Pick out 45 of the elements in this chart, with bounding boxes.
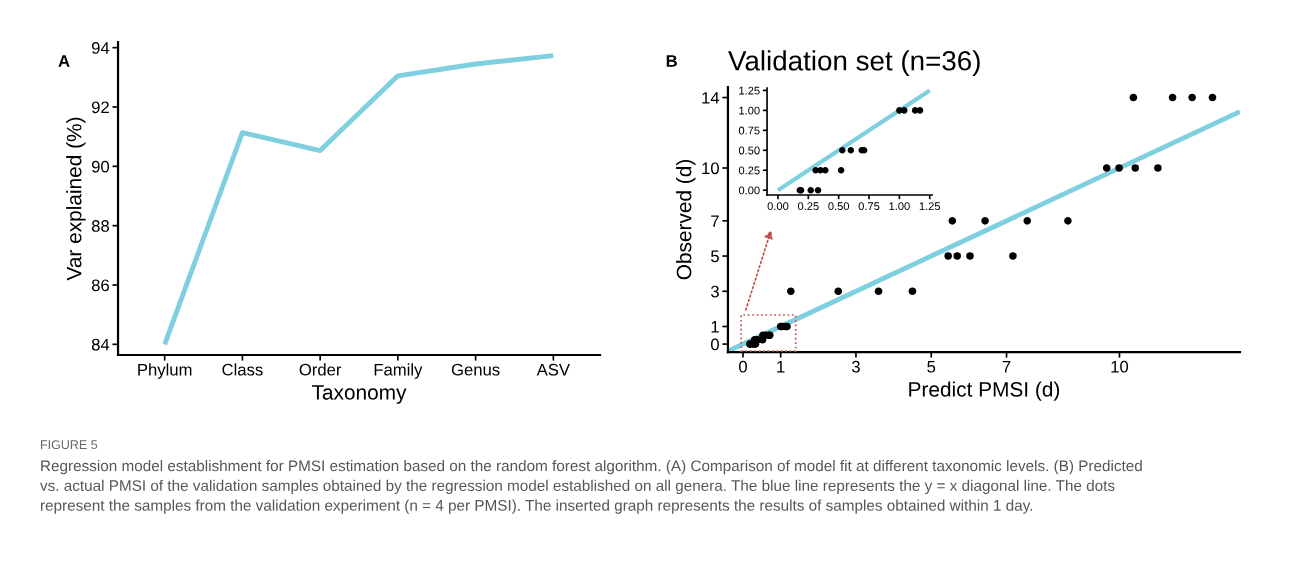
y-tick-label: 0.75	[738, 126, 760, 135]
x-tick-label: 0.75	[858, 202, 880, 211]
x-tick-label: 5	[927, 360, 936, 373]
y-tick-label: 1.25	[739, 86, 760, 95]
y-tick-label: 90	[91, 160, 110, 173]
x-tick-label: 1	[777, 360, 785, 373]
x-tick-label: Class	[222, 363, 263, 376]
y-tick-label: 3	[710, 285, 719, 298]
x-tick-label: 0.50	[828, 202, 850, 211]
text: Regression model establishment for PMSI estimation based on the random forest algorithm. (A) Comparison of model fit at different taxonomic levels. (B) Predicted vs. actual PMSI of the validation samples obtained by the regression model established on all genera. The blue line represents the y = x diagonal line. The dots represent the samples from the validation experiment (n = 4 per PMSI). The inserted graph represents the results of samples obtained within 1 day.	[40, 460, 1142, 514]
text: B	[666, 55, 677, 67]
y-tick-label: 84	[91, 338, 110, 351]
x-tick-label: 0.00	[767, 202, 789, 211]
y-tick-label: 1	[711, 321, 719, 333]
x-tick-label: 10	[1111, 360, 1129, 373]
y-axis-title: Observed (d)	[676, 160, 696, 280]
y-tick-label: 86	[91, 279, 109, 292]
y-tick-label: 1.00	[739, 106, 760, 115]
x-tick-label: 3	[851, 360, 860, 373]
y-axis-title: Var explained (%)	[66, 117, 86, 281]
y-tick-label: 14	[702, 92, 720, 104]
y-tick-label: 88	[91, 220, 109, 232]
x-axis-title: Taxonomy	[312, 385, 407, 404]
y-tick-label: 92	[91, 101, 109, 114]
y-tick-label: 0.50	[738, 146, 760, 155]
y-tick-label: 7	[711, 215, 719, 227]
y-tick-label: 0.00	[738, 186, 760, 195]
y-tick-label: 10	[702, 162, 719, 175]
y-tick-label: 0	[711, 338, 719, 351]
x-tick-label: 7	[1002, 360, 1011, 373]
text: A	[58, 55, 70, 67]
y-tick-label: 5	[711, 250, 719, 263]
x-axis-title: Predict PMSI (d)	[909, 381, 1060, 401]
caption: FIGURE 5	[41, 440, 98, 450]
y-tick-label: 0.25	[738, 166, 760, 175]
x-tick-label: ASV	[536, 363, 570, 376]
chart-title: Validation set (n=36)	[728, 50, 980, 77]
x-tick-label: Family	[374, 363, 423, 379]
y-tick-label: 94	[91, 42, 110, 54]
x-tick-label: 1.25	[919, 202, 941, 211]
x-tick-label: 1.00	[889, 202, 910, 211]
x-tick-label: Order	[299, 363, 342, 376]
x-tick-label: Genus	[451, 363, 500, 376]
x-tick-label: 0.25	[797, 202, 819, 211]
x-tick-label: Phylum	[138, 363, 192, 379]
